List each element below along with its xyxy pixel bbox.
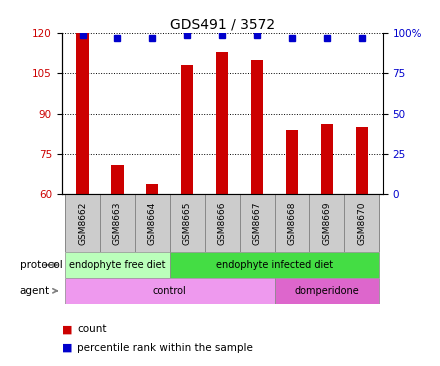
Bar bbox=[100, 194, 135, 252]
Bar bbox=[309, 194, 345, 252]
Text: count: count bbox=[77, 324, 106, 335]
Text: GSM8670: GSM8670 bbox=[357, 201, 367, 245]
Bar bbox=[345, 194, 379, 252]
Bar bbox=[356, 127, 368, 194]
Bar bbox=[251, 60, 263, 194]
Bar bbox=[111, 165, 124, 194]
Text: GSM8668: GSM8668 bbox=[287, 201, 297, 245]
Text: ■: ■ bbox=[62, 324, 72, 335]
Bar bbox=[135, 194, 170, 252]
Bar bbox=[65, 252, 170, 278]
Text: protocol: protocol bbox=[20, 260, 62, 270]
Bar bbox=[205, 194, 240, 252]
Bar bbox=[146, 183, 158, 194]
Bar bbox=[170, 194, 205, 252]
Text: endophyte free diet: endophyte free diet bbox=[69, 260, 166, 270]
Text: GSM8665: GSM8665 bbox=[183, 201, 192, 245]
Bar bbox=[275, 194, 309, 252]
Bar bbox=[216, 52, 228, 194]
Text: control: control bbox=[153, 286, 187, 296]
Text: ■: ■ bbox=[62, 343, 72, 353]
Bar bbox=[65, 278, 275, 304]
Bar bbox=[240, 194, 275, 252]
Text: GSM8667: GSM8667 bbox=[253, 201, 262, 245]
Text: endophyte infected diet: endophyte infected diet bbox=[216, 260, 333, 270]
Text: GSM8666: GSM8666 bbox=[218, 201, 227, 245]
Bar bbox=[181, 65, 194, 194]
Text: GSM8663: GSM8663 bbox=[113, 201, 122, 245]
Text: percentile rank within the sample: percentile rank within the sample bbox=[77, 343, 253, 353]
Bar bbox=[321, 124, 333, 194]
Title: GDS491 / 3572: GDS491 / 3572 bbox=[170, 18, 275, 32]
Bar bbox=[286, 130, 298, 194]
Bar bbox=[275, 278, 379, 304]
Bar bbox=[77, 33, 88, 194]
Bar bbox=[65, 194, 100, 252]
Text: GSM8664: GSM8664 bbox=[148, 201, 157, 245]
Text: GSM8662: GSM8662 bbox=[78, 201, 87, 245]
Text: domperidone: domperidone bbox=[294, 286, 359, 296]
Text: GSM8669: GSM8669 bbox=[323, 201, 331, 245]
Text: agent: agent bbox=[20, 286, 57, 296]
Bar bbox=[170, 252, 379, 278]
